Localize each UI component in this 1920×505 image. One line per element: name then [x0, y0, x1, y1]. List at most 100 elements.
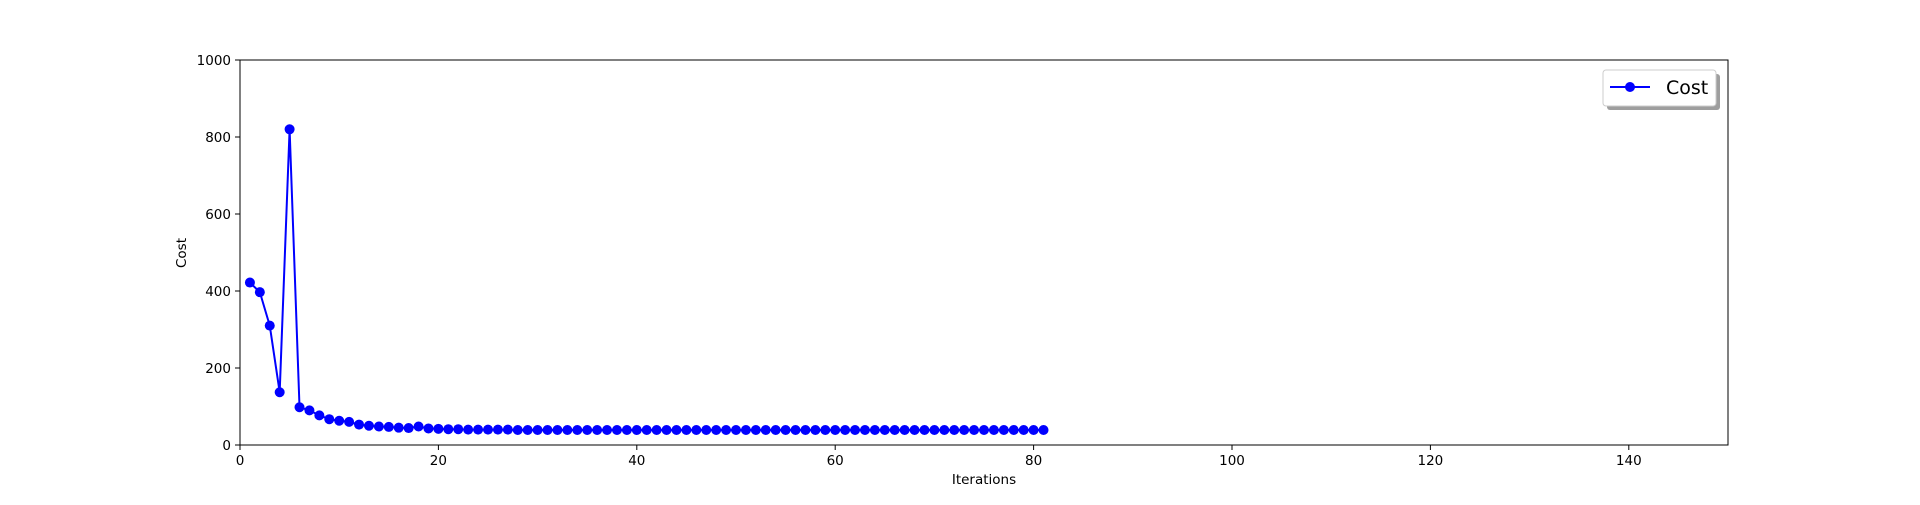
data-point: [552, 424, 563, 435]
data-point: [731, 424, 741, 435]
data-point: [899, 424, 910, 435]
y-tick-label: 400: [205, 284, 231, 300]
data-point: [324, 414, 335, 425]
data-point: [582, 424, 593, 435]
data-point: [840, 424, 851, 435]
data-point: [850, 424, 861, 435]
data-point: [740, 424, 751, 435]
data-point: [463, 424, 474, 435]
legend-box: [1602, 69, 1717, 107]
data-point: [373, 421, 384, 432]
data-point: [671, 424, 682, 435]
data-point: [998, 424, 1009, 435]
data-point: [1038, 424, 1049, 435]
data-point: [790, 424, 801, 435]
data-point: [254, 287, 265, 298]
data-point: [651, 424, 662, 435]
data-point: [1018, 424, 1029, 435]
data-point: [354, 419, 365, 430]
data-point: [929, 424, 940, 435]
data-point: [810, 424, 821, 435]
y-tick-label: 800: [205, 130, 231, 146]
data-point: [502, 424, 513, 435]
data-point: [304, 405, 315, 416]
x-tick-label: 0: [236, 453, 245, 469]
data-point: [393, 422, 404, 433]
y-axis-ticks: 0 200 400 600 800 1000: [197, 53, 240, 454]
data-point: [522, 424, 533, 435]
x-tick-label: 20: [430, 453, 447, 469]
data-point: [244, 277, 255, 288]
data-point: [969, 424, 980, 435]
data-point: [979, 424, 989, 435]
data-point: [423, 423, 434, 434]
data-point: [721, 424, 732, 435]
data-point: [512, 424, 523, 435]
legend-marker-swatch: [1625, 82, 1635, 92]
data-point: [314, 410, 325, 421]
data-point: [869, 424, 880, 435]
data-point: [780, 424, 791, 435]
data-point: [939, 424, 950, 435]
y-tick-label: 0: [222, 438, 231, 454]
data-point: [433, 423, 444, 434]
data-point: [363, 420, 374, 431]
x-axis-ticks: 0 20 40 60 80 100 120 140: [236, 445, 1642, 469]
data-point: [949, 424, 960, 435]
data-point: [919, 424, 930, 435]
x-tick-label: 120: [1418, 453, 1444, 469]
series-layer: [244, 124, 1049, 435]
data-point: [711, 424, 722, 435]
data-point: [621, 424, 632, 435]
data-point: [909, 424, 920, 435]
data-point: [879, 424, 890, 435]
data-point: [959, 424, 970, 435]
data-point: [284, 124, 295, 135]
data-point: [334, 415, 345, 426]
data-point: [631, 424, 642, 435]
y-tick-label: 200: [205, 361, 231, 377]
data-point: [701, 424, 712, 435]
data-point: [413, 421, 424, 432]
data-point: [294, 402, 305, 413]
y-tick-label: 600: [205, 207, 231, 223]
x-tick-label: 140: [1616, 453, 1642, 469]
x-tick-label: 80: [1025, 453, 1042, 469]
data-point: [602, 424, 613, 435]
data-point: [830, 424, 841, 435]
data-point: [889, 424, 900, 435]
data-point: [750, 424, 761, 435]
data-point: [443, 424, 454, 435]
data-point: [760, 424, 771, 435]
plot-area: [240, 60, 1728, 445]
data-point: [1008, 424, 1019, 435]
data-point: [859, 424, 870, 435]
plot-frame: [239, 59, 1729, 446]
data-point: [453, 424, 464, 435]
data-point: [592, 424, 603, 435]
x-tick-label: 40: [628, 453, 645, 469]
x-tick-label: 60: [827, 453, 844, 469]
data-point: [492, 424, 503, 435]
legend: Cost: [1602, 69, 1720, 110]
data-point: [820, 424, 831, 435]
data-point: [274, 387, 285, 398]
data-point: [264, 320, 275, 331]
data-point: [483, 424, 493, 435]
data-point: [611, 424, 622, 435]
data-point: [691, 424, 702, 435]
data-point: [988, 424, 999, 435]
legend-label: Cost: [1666, 77, 1708, 99]
data-point: [681, 424, 692, 435]
x-axis-label: Iterations: [952, 472, 1016, 488]
data-point: [641, 424, 652, 435]
data-point: [403, 423, 414, 434]
data-point: [800, 424, 811, 435]
y-tick-label: 1000: [197, 53, 231, 69]
data-point: [770, 424, 781, 435]
data-point: [542, 424, 553, 435]
data-point: [562, 424, 573, 435]
x-tick-label: 100: [1219, 453, 1245, 469]
